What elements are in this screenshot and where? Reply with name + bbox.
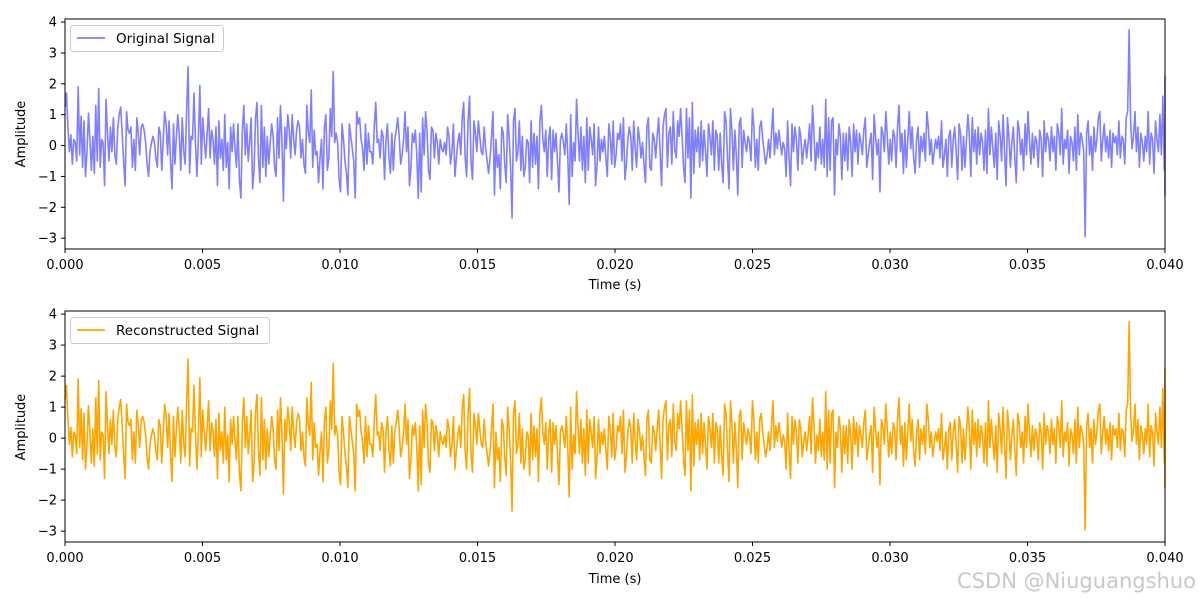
- y-tick-label: −1: [38, 170, 57, 185]
- y-tick-label: 1: [49, 401, 57, 416]
- reconstructed-signal-legend-box: [70, 317, 270, 344]
- x-tick-label: 0.000: [46, 258, 83, 273]
- y-tick-label: 4: [49, 16, 57, 31]
- y-tick-label: −2: [38, 494, 57, 509]
- x-tick-label: 0.040: [1146, 551, 1183, 566]
- y-tick-label: 2: [49, 77, 57, 92]
- x-tick-label: 0.025: [734, 551, 771, 566]
- y-tick-label: 2: [49, 370, 57, 385]
- y-tick-label: 3: [49, 46, 57, 61]
- y-tick-label: 4: [49, 308, 57, 323]
- reconstructed-signal-plot: [64, 321, 1166, 531]
- x-tick-label: 0.010: [321, 551, 358, 566]
- original-signal-line: [64, 29, 1166, 238]
- original-signal-x-axis: 0.000 0.005 0.010 0.015 0.020 0.025 0.030 0.035…: [46, 249, 1184, 273]
- x-tick-label: 0.015: [459, 551, 496, 566]
- y-tick-label: −3: [38, 232, 57, 247]
- reconstructed-signal-legend: Reconstructed Signal: [70, 317, 270, 344]
- x-tick-label: 0.030: [871, 258, 908, 273]
- x-tick-label: 0.020: [596, 551, 633, 566]
- reconstructed-signal-x-axis: 0.000 0.005 0.010 0.015 0.020 0.025 0.030 0.035…: [46, 542, 1184, 566]
- x-tick-label: 0.020: [596, 258, 633, 273]
- reconstructed-signal-legend-label: Reconstructed Signal: [116, 323, 259, 339]
- reconstructed-signal-y-axis-label: Amplitude: [14, 394, 29, 461]
- x-tick-label: 0.010: [321, 258, 358, 273]
- original-signal-legend-label: Original Signal: [116, 31, 215, 47]
- y-tick-label: −1: [38, 463, 57, 478]
- x-tick-label: 0.015: [459, 258, 496, 273]
- reconstructed-signal-line: [64, 321, 1166, 531]
- x-tick-label: 0.000: [46, 551, 83, 566]
- y-tick-label: 1: [49, 108, 57, 123]
- original-signal-y-axis: −3 −2 −1 0 1 2 3 4: [38, 16, 65, 247]
- reconstructed-signal-x-axis-label: Time (s): [588, 572, 642, 587]
- y-tick-label: −2: [38, 201, 57, 216]
- original-signal-legend-box: [70, 25, 224, 52]
- original-signal-legend: Original Signal: [70, 25, 224, 52]
- y-tick-label: 3: [49, 339, 57, 354]
- watermark: CSDN @Niuguangshuo: [957, 569, 1196, 593]
- x-tick-label: 0.035: [1009, 551, 1046, 566]
- x-tick-label: 0.005: [184, 551, 221, 566]
- original-signal-plot: [64, 29, 1166, 238]
- reconstructed-signal-panel: 0.000 0.005 0.010 0.015 0.020 0.025 0.030 0.035…: [14, 308, 1184, 587]
- x-tick-label: 0.030: [871, 551, 908, 566]
- y-tick-label: 0: [49, 139, 57, 154]
- reconstructed-signal-y-axis: −3 −2 −1 0 1 2 3 4: [38, 308, 65, 540]
- original-signal-x-axis-label: Time (s): [588, 278, 642, 293]
- original-signal-y-axis-label: Amplitude: [14, 101, 29, 168]
- x-tick-label: 0.040: [1146, 258, 1183, 273]
- x-tick-label: 0.005: [184, 258, 221, 273]
- original-signal-panel: 0.000 0.005 0.010 0.015 0.020 0.025 0.030 0.035…: [14, 16, 1184, 293]
- y-tick-label: 0: [49, 432, 57, 447]
- x-tick-label: 0.025: [734, 258, 771, 273]
- x-tick-label: 0.035: [1009, 258, 1046, 273]
- y-tick-label: −3: [38, 525, 57, 540]
